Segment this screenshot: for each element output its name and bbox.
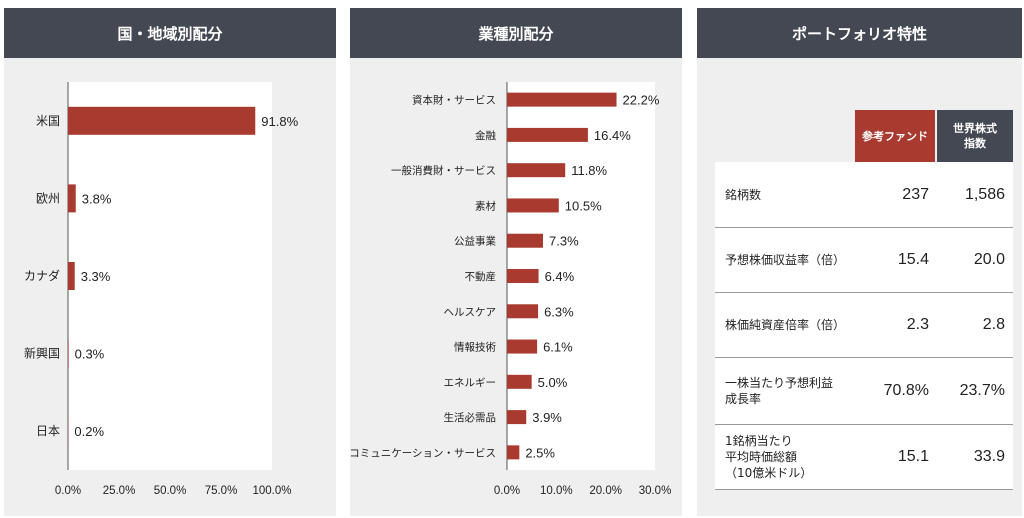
category-label: コミュニケーション・サービス	[350, 447, 496, 459]
data-label: 5.0%	[538, 375, 568, 390]
data-label: 6.3%	[544, 304, 574, 319]
category-label: ヘルスケア	[444, 306, 497, 318]
data-label: 7.3%	[549, 234, 579, 249]
bar	[507, 445, 520, 460]
x-tick-label: 25.0%	[103, 485, 136, 497]
category-label: 生活必需品	[444, 411, 497, 424]
fund-value: 70.8%	[883, 382, 929, 399]
category-label: 一般消費財・サービス	[391, 164, 496, 177]
data-label: 91.8%	[261, 114, 298, 129]
x-tick-label: 50.0%	[154, 485, 187, 497]
table-row: 銘柄数 237 1,586	[715, 162, 1013, 228]
x-tick-label: 0.0%	[494, 485, 520, 497]
bar	[507, 233, 544, 248]
region-title: 国・地域別配分	[4, 8, 336, 58]
bar	[68, 106, 256, 135]
data-label: 6.1%	[543, 340, 573, 355]
index-value: 33.9	[973, 448, 1005, 465]
category-label: 日本	[36, 424, 60, 438]
region-panel: 国・地域別配分 米国 91.8% 欧州 3.8% カナダ 3.3% 新興国 0.3% 日本 0.2…	[4, 8, 336, 516]
x-tick-label: 0.0%	[55, 485, 81, 497]
row-label: 予想株価収益率（倍）	[725, 253, 846, 267]
bar	[507, 198, 559, 213]
category-label: 欧州	[36, 191, 60, 205]
row-label: 1銘柄当たり 平均時価総額 （10億米ドル）	[725, 434, 813, 480]
fund-value: 15.1	[897, 448, 929, 465]
data-label: 0.3%	[75, 347, 105, 362]
data-label: 6.4%	[545, 269, 575, 284]
index-value: 20.0	[973, 251, 1005, 268]
table-row: 株価純資産倍率（倍） 2.3 2.8	[715, 293, 1013, 358]
plot-area	[68, 82, 272, 470]
bar	[68, 184, 76, 213]
data-label: 16.4%	[594, 128, 631, 143]
bar	[68, 262, 75, 290]
index-value: 2.8	[982, 316, 1005, 333]
bar	[507, 410, 527, 425]
bar	[507, 269, 539, 283]
bar	[507, 339, 538, 354]
category-label: 新興国	[24, 346, 60, 361]
index-value: 1,586	[964, 185, 1005, 203]
category-label: 不動産	[465, 270, 497, 283]
data-label: 10.5%	[565, 198, 602, 213]
row-label: 株価純資産倍率（倍）	[725, 318, 846, 332]
data-label: 3.9%	[532, 410, 562, 425]
x-tick-label: 100.0%	[252, 485, 291, 497]
category-label: カナダ	[24, 268, 60, 283]
category-label: 金融	[475, 129, 496, 142]
x-tick-label: 10.0%	[540, 485, 573, 497]
bar	[507, 92, 617, 107]
characteristics-panel: ポートフォリオ特性 参考ファンド 世界株式 指数 銘柄数 237 1,586 予想株価…	[697, 8, 1022, 516]
data-label: 3.8%	[82, 191, 112, 206]
data-label: 2.5%	[525, 445, 555, 460]
category-label: 素材	[475, 199, 496, 212]
category-label: エネルギー	[444, 377, 497, 389]
row-label: 銘柄数	[725, 187, 762, 202]
bar	[507, 127, 588, 142]
category-label: 米国	[36, 114, 60, 128]
bar	[507, 374, 532, 389]
table-row: 1銘柄当たり 平均時価総額 （10億米ドル） 15.1 33.9	[715, 425, 1013, 490]
data-label: 22.2%	[623, 93, 660, 108]
sector-panel: 業種別配分 資本財・サービス 22.2% 金融 16.4% 一般消費財・サービス 11.8…	[350, 8, 682, 516]
fund-value: 2.3	[906, 316, 929, 333]
data-label: 0.2%	[74, 424, 104, 439]
category-label: 資本財・サービス	[412, 94, 496, 107]
fund-column-header: 参考ファンド	[855, 110, 935, 162]
bar	[68, 339, 69, 368]
fund-value: 237	[902, 185, 929, 203]
sector-chart: 資本財・サービス 22.2% 金融 16.4% 一般消費財・サービス 11.8% 素材 10.…	[350, 82, 672, 497]
category-label: 情報技術	[454, 341, 496, 354]
row-label: 一株当たり予想利益 成長率	[725, 376, 834, 406]
x-tick-label: 30.0%	[639, 485, 672, 497]
table-row: 一株当たり予想利益 成長率 70.8% 23.7%	[715, 358, 1013, 425]
fund-value: 15.4	[897, 251, 929, 268]
index-value: 23.7%	[959, 382, 1005, 399]
bar	[507, 304, 539, 319]
category-label: 公益事業	[454, 235, 496, 248]
data-label: 3.3%	[81, 269, 111, 284]
index-column-header: 世界株式 指数	[937, 110, 1013, 162]
table-row: 予想株価収益率（倍） 15.4 20.0	[715, 228, 1013, 293]
characteristics-title: ポートフォリオ特性	[697, 8, 1022, 58]
data-label: 11.8%	[571, 163, 607, 178]
region-chart: 米国 91.8% 欧州 3.8% カナダ 3.3% 新興国 0.3% 日本 0.2% 0.0% 25.…	[24, 82, 299, 497]
x-tick-label: 20.0%	[589, 485, 622, 497]
bar	[507, 163, 566, 178]
sector-title: 業種別配分	[350, 8, 682, 58]
x-tick-label: 75.0%	[205, 485, 238, 497]
characteristics-table: 参考ファンド 世界株式 指数 銘柄数 237 1,586 予想株価収益率（倍） 15.4…	[715, 110, 1013, 500]
